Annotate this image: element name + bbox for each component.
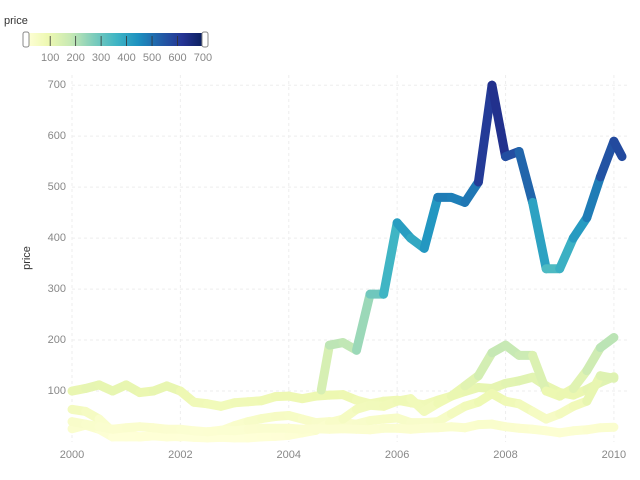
y-axis-label: price: [21, 246, 33, 270]
legend-tick-label: 500: [143, 52, 161, 64]
line-segment: [595, 371, 619, 383]
color-bar: [26, 33, 205, 46]
grid: 100 200 300 400 500 600 700 2000 2002 2004 2006 200…: [48, 75, 628, 461]
x-tick-label: 2000: [60, 449, 84, 461]
line-segment: [555, 233, 578, 274]
x-tick-label: 2004: [277, 449, 301, 461]
line-segment: [582, 172, 605, 223]
y-tick-label: 100: [48, 385, 66, 397]
line-segment: [379, 218, 402, 299]
line-segment: [473, 80, 497, 187]
x-tick-label: 2002: [168, 449, 192, 461]
x-tick-label: 2010: [602, 449, 626, 461]
line-segment: [528, 350, 551, 396]
y-tick-label: 600: [48, 130, 66, 142]
y-tick-label: 400: [48, 232, 66, 244]
y-tick-label: 700: [48, 79, 66, 91]
color-legend: 100 200 300 400 500 600 700: [22, 31, 212, 64]
legend-tick-label: 200: [66, 52, 84, 64]
legend-title: price: [4, 15, 28, 27]
line-segment: [595, 136, 619, 182]
legend-tick-label: 600: [168, 52, 186, 64]
legend-handle: [201, 31, 209, 48]
line-segment: [595, 333, 619, 353]
line-segment: [487, 80, 511, 162]
legend-handle: [22, 31, 30, 48]
line-segment: [352, 289, 375, 355]
line-segment: [514, 146, 538, 207]
y-tick-label: 500: [48, 181, 66, 193]
legend-tick-label: 400: [117, 52, 135, 64]
x-tick-label: 2006: [385, 449, 409, 461]
line-segment: [609, 136, 627, 162]
y-tick-label: 200: [48, 334, 66, 346]
x-tick-label: 2008: [493, 449, 517, 461]
legend-tick-label: 100: [41, 52, 59, 64]
y-tick-label: 300: [48, 283, 66, 295]
legend-tick-label: 700: [194, 52, 212, 64]
line-segment: [595, 422, 619, 433]
legend-tick-label: 300: [92, 52, 110, 64]
line-segment: [419, 192, 443, 253]
lines: [67, 80, 627, 443]
line-segment: [316, 340, 334, 395]
line-segment: [582, 371, 605, 406]
line-segment: [528, 197, 551, 274]
